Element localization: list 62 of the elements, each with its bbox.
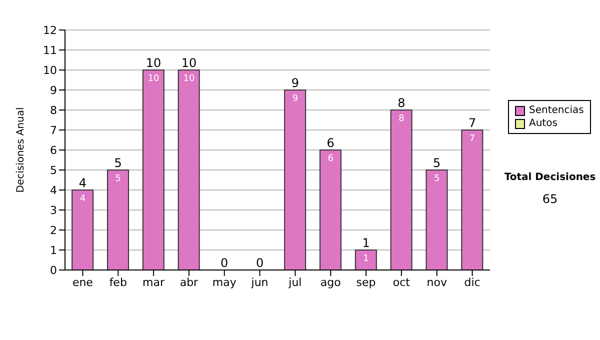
- x-tick-label: oct: [392, 276, 411, 289]
- total-label: 1: [362, 236, 370, 250]
- y-axis-title: Decisiones Anual: [16, 107, 27, 193]
- bar: [107, 170, 129, 270]
- legend-label: Sentencias: [529, 104, 584, 117]
- data-label: 7: [469, 134, 476, 144]
- total-label: 0: [220, 256, 228, 270]
- y-tick-label: 4: [50, 184, 57, 197]
- text: Total Decisiones: [503, 172, 597, 183]
- y-tick-label: 11: [43, 44, 57, 57]
- bar: [320, 150, 342, 270]
- data-label: 10: [183, 74, 195, 84]
- x-tick-label: sep: [356, 276, 376, 289]
- y-tick-label: 9: [50, 84, 57, 97]
- y-tick-label: 0: [50, 264, 57, 277]
- x-tick-label: abr: [180, 276, 199, 289]
- x-tick-label: ene: [72, 276, 94, 289]
- legend-label: Autos: [529, 117, 558, 130]
- total-label: 6: [326, 136, 334, 150]
- x-tick-label: ago: [320, 276, 342, 289]
- x-tick-label: mar: [142, 276, 166, 289]
- x-tick-label: dic: [464, 276, 480, 289]
- x-tick-label: jul: [288, 276, 302, 289]
- total-label: 9: [291, 76, 300, 90]
- y-tick-label: 10: [43, 64, 57, 77]
- bar: [72, 190, 94, 270]
- total-label: 4: [78, 176, 87, 190]
- data-label: 8: [398, 114, 405, 124]
- bar: [354, 250, 377, 270]
- total-label: 0: [256, 256, 264, 270]
- y-tick-label: 2: [50, 224, 57, 237]
- total-label: 5: [433, 156, 441, 170]
- y-tick-label: 8: [50, 104, 57, 117]
- bar: [142, 70, 164, 270]
- bar: [390, 110, 412, 270]
- y-tick-label: 5: [50, 164, 57, 177]
- bar: [426, 170, 448, 270]
- total-label: 8: [398, 96, 406, 110]
- data-label: 6: [328, 154, 334, 164]
- x-tick-label: feb: [109, 276, 127, 289]
- bar: [461, 130, 484, 270]
- y-tick-label: 6: [50, 144, 57, 157]
- total-label: 10: [146, 56, 162, 70]
- data-label: 1: [363, 254, 369, 264]
- data-label: 5: [115, 174, 121, 184]
- data-label: 4: [80, 194, 86, 204]
- text: 65: [541, 192, 559, 206]
- data-label: 10: [148, 74, 160, 84]
- data-label: 5: [434, 174, 440, 184]
- y-tick-label: 7: [50, 124, 57, 137]
- bar: [284, 90, 306, 270]
- total-label: 5: [114, 156, 122, 170]
- y-tick-label: 1: [50, 244, 57, 257]
- x-tick-label: may: [212, 276, 237, 289]
- total-label: 10: [181, 56, 197, 70]
- total-label: 7: [468, 116, 476, 130]
- y-tick-label: 3: [50, 204, 57, 217]
- x-tick-label: jun: [250, 276, 268, 289]
- bar: [178, 70, 200, 270]
- data-label: 9: [292, 94, 298, 104]
- x-tick-label: nov: [426, 276, 448, 289]
- y-tick-label: 12: [43, 24, 57, 37]
